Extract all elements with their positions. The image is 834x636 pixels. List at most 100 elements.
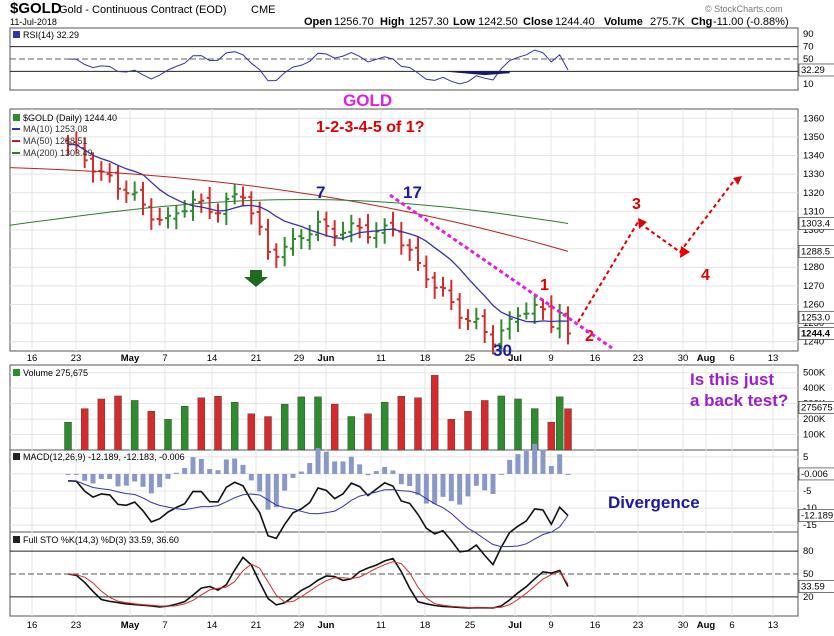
volume-bar: [230, 401, 239, 451]
panel-frames: [9, 27, 799, 617]
macd-histogram-bar: [307, 463, 313, 474]
x-tick-label-bottom: Jul: [508, 620, 522, 631]
rsi-badge: 32.29: [801, 65, 825, 76]
volume-tick-label: 200K: [803, 414, 826, 425]
macd-histogram-bar: [65, 473, 71, 475]
macd-tick-label: -10: [803, 503, 817, 514]
macd-histogram-bar: [348, 456, 354, 474]
close-value: 1244.40: [555, 16, 595, 28]
x-tick-label: 14: [207, 353, 218, 364]
macd-histogram-bar: [290, 473, 296, 478]
macd-histogram-bar: [507, 459, 513, 474]
instrument-name: Gold - Continuous Contract (EOD): [59, 4, 227, 16]
sto-layer: [67, 556, 569, 609]
x-tick-label: 13: [768, 353, 779, 364]
watermark: © StockCharts.com: [705, 4, 783, 14]
volume-tick-label: 500K: [803, 368, 826, 379]
rsi-tick-label: 70: [803, 42, 814, 53]
price-tick-label: 1310: [803, 206, 824, 217]
x-tick-label: 29: [294, 353, 305, 364]
high-value: 1257.30: [409, 16, 449, 28]
price-tick-label: 1260: [803, 299, 824, 310]
x-tick-label: Aug: [697, 353, 716, 364]
macd-histogram-bar: [457, 473, 463, 505]
price-legend: $GOLD (Daily) 1244.40: [23, 113, 117, 123]
macd-histogram-bar: [182, 468, 188, 474]
macd-histogram-bar: [223, 459, 229, 474]
chg-label: Chg: [691, 16, 712, 28]
projected-path: [577, 177, 737, 323]
volume-bar: [430, 375, 439, 451]
sto-d-line: [67, 561, 569, 609]
x-tick-label-bottom: May: [121, 620, 140, 631]
sto-badge-box: [798, 580, 834, 593]
back-test-line-1: Is this just: [690, 370, 774, 389]
x-tick-label-bottom: 21: [251, 620, 262, 631]
rsi-legend-swatch: [13, 31, 20, 38]
volume-bar: [380, 401, 389, 451]
price-tick-label: 1280: [803, 262, 824, 273]
volume-tick-label: 400K: [803, 383, 826, 394]
wave-30-label: 30: [493, 341, 512, 360]
arrow-head-4: [680, 246, 690, 258]
x-tick-label-bottom: 18: [420, 620, 431, 631]
volume-bar: [330, 403, 339, 451]
drawings: [244, 176, 742, 350]
macd-histogram-bar: [523, 451, 529, 474]
macd-histogram-bar: [157, 473, 163, 488]
wave-7-label: 7: [316, 183, 325, 202]
volume-bar: [280, 403, 289, 451]
macd-histogram-bar: [465, 473, 471, 497]
rsi-tick-label: 50: [803, 54, 814, 65]
x-tick-label-bottom: Jun: [318, 620, 335, 631]
macd-histogram-bar: [398, 473, 404, 485]
volume-legend-swatch: [13, 369, 20, 376]
arrow-head-3: [638, 218, 647, 229]
macd-histogram-bar: [140, 473, 146, 487]
ma200-line: [9, 198, 569, 226]
exchange: CME: [251, 4, 275, 16]
macd-histogram-bar: [273, 473, 279, 508]
volume-bar: [247, 413, 256, 451]
volume-bar: [414, 397, 422, 451]
macd-histogram-bar: [98, 473, 104, 480]
x-tick-label: 6: [729, 353, 734, 364]
x-tick-label: 9: [548, 353, 553, 364]
open-value: 1256.70: [334, 16, 374, 28]
ma50-line: [9, 167, 569, 252]
macd-legend-swatch: [13, 453, 20, 460]
arrow-head-5: [733, 176, 742, 185]
x-tick-label-bottom: 16: [590, 620, 601, 631]
volume-bar: [347, 416, 356, 451]
x-tick-label-bottom: 23: [633, 620, 644, 631]
macd-histogram-bar: [165, 473, 171, 479]
x-tick-label-bottom: 25: [465, 620, 476, 631]
volume-bar: [114, 395, 122, 451]
rsi-legend: RSI(14) 32.29: [23, 30, 79, 40]
volume-bar: [314, 396, 322, 451]
x-tick-label-bottom: 16: [27, 620, 38, 631]
x-tick-label-bottom: 23: [71, 620, 82, 631]
volume-bar: [214, 396, 222, 451]
price-tick-label: 1270: [803, 281, 824, 292]
volume-bar: [397, 396, 406, 451]
annotations: GOLD 1-2-3-4-5 of 1? 7 17 30 1 2 3 4 Is …: [316, 91, 788, 512]
x-tick-label-bottom: 7: [162, 620, 167, 631]
volume-value: 275.7K: [650, 16, 686, 28]
annotation-subtitle: 1-2-3-4-5 of 1?: [316, 119, 424, 136]
macd-histogram-bar: [248, 473, 254, 481]
volume-bar: [447, 419, 456, 451]
macd-histogram-bar: [382, 466, 388, 474]
macd-histogram-bar: [340, 461, 346, 474]
volume-bar: [264, 416, 272, 451]
macd-histogram-bar: [365, 473, 371, 476]
x-tick-label: May: [121, 353, 140, 364]
macd-histogram-bar: [207, 469, 213, 474]
macd-histogram-bar: [107, 473, 113, 479]
price-layer: [9, 132, 571, 355]
ma50-legend: MA(50) 1288.51: [23, 136, 88, 146]
macd-layer: [65, 443, 571, 567]
volume-bar: [297, 396, 306, 451]
macd-badge-box: [798, 467, 834, 481]
sto-tick-label: 80: [803, 546, 814, 557]
